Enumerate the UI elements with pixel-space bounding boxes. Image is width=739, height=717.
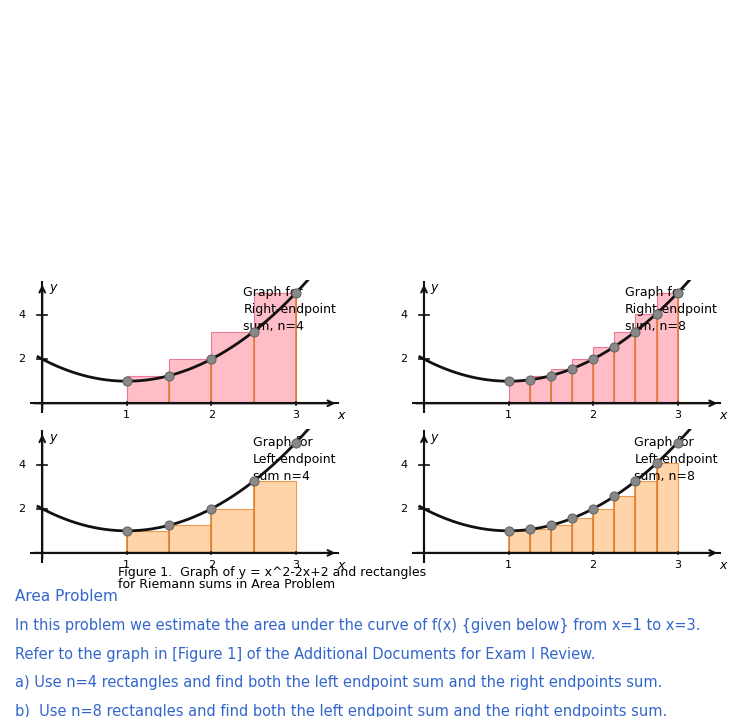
Bar: [572, 359, 593, 403]
Text: 1: 1: [505, 560, 512, 570]
Text: 3: 3: [674, 560, 681, 570]
Text: Graph for
Right-endpoint
sum, n=4: Graph for Right-endpoint sum, n=4: [243, 286, 336, 333]
Text: b)  Use n=8 rectangles and find both the left endpoint sum and the right endpoin: b) Use n=8 rectangles and find both the …: [15, 704, 667, 717]
Bar: [530, 376, 551, 403]
Text: 3: 3: [674, 410, 681, 420]
Bar: [211, 509, 253, 553]
Text: a) Use n=4 rectangles and find both the left endpoint sum and the right endpoint: a) Use n=4 rectangles and find both the …: [15, 675, 662, 690]
Text: Graph for
Left-endpoint
sum, n=8: Graph for Left-endpoint sum, n=8: [635, 436, 718, 483]
Bar: [253, 481, 296, 553]
Text: for Riemann sums in Area Problem: for Riemann sums in Area Problem: [118, 578, 336, 591]
Bar: [253, 293, 296, 403]
Bar: [508, 531, 530, 553]
Text: x: x: [719, 559, 726, 572]
Bar: [211, 331, 253, 403]
Text: x: x: [337, 559, 344, 572]
Bar: [636, 313, 656, 403]
Text: Graph for
Left-endpoint
sum n=4: Graph for Left-endpoint sum n=4: [253, 436, 336, 483]
Bar: [572, 518, 593, 553]
Bar: [656, 463, 678, 553]
Text: In this problem we estimate the area under the curve of f(x) {given below} from : In this problem we estimate the area und…: [15, 618, 700, 633]
Text: y: y: [431, 431, 438, 444]
Text: 1: 1: [505, 410, 512, 420]
Text: Area Problem: Area Problem: [15, 589, 118, 604]
Text: Graph for
Right-endpoint
sum, n=8: Graph for Right-endpoint sum, n=8: [625, 286, 718, 333]
Bar: [169, 526, 211, 553]
Bar: [614, 496, 636, 553]
Text: y: y: [49, 431, 56, 444]
Text: 3: 3: [293, 410, 299, 420]
Text: 2: 2: [400, 504, 407, 514]
Bar: [593, 347, 614, 403]
Bar: [551, 369, 572, 403]
Bar: [551, 526, 572, 553]
Text: 2: 2: [18, 504, 25, 514]
Text: x: x: [337, 409, 344, 422]
Text: 3: 3: [293, 560, 299, 570]
Text: 1: 1: [123, 410, 130, 420]
Text: y: y: [49, 281, 56, 295]
Bar: [636, 481, 656, 553]
Text: 4: 4: [400, 460, 407, 470]
Bar: [127, 531, 169, 553]
Text: Refer to the graph in [Figure 1] of the Additional Documents for Exam I Review.: Refer to the graph in [Figure 1] of the …: [15, 647, 596, 662]
Bar: [127, 376, 169, 403]
Text: 4: 4: [18, 460, 25, 470]
Text: 2: 2: [590, 560, 596, 570]
Bar: [169, 359, 211, 403]
Text: 2: 2: [208, 560, 215, 570]
Text: 2: 2: [400, 354, 407, 364]
Text: x: x: [719, 409, 726, 422]
Text: 4: 4: [18, 310, 25, 320]
Bar: [656, 293, 678, 403]
Text: 2: 2: [590, 410, 596, 420]
Bar: [508, 380, 530, 403]
Bar: [614, 331, 636, 403]
Bar: [530, 529, 551, 553]
Text: 4: 4: [400, 310, 407, 320]
Text: 2: 2: [18, 354, 25, 364]
Bar: [593, 509, 614, 553]
Text: 2: 2: [208, 410, 215, 420]
Text: y: y: [431, 281, 438, 295]
Text: Figure 1.  Graph of y = x^2-2x+2 and rectangles: Figure 1. Graph of y = x^2-2x+2 and rect…: [118, 566, 426, 579]
Text: 1: 1: [123, 560, 130, 570]
